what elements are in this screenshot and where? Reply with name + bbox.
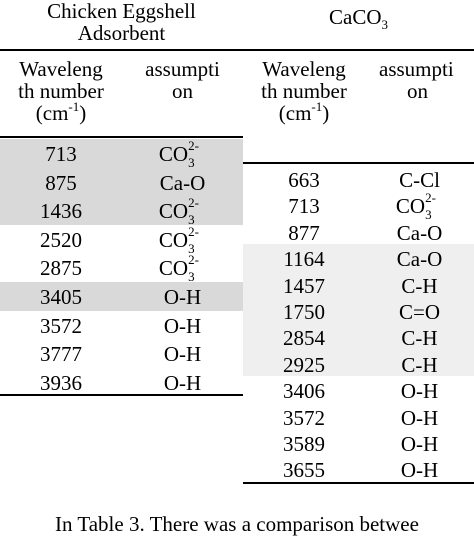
table-row: 1457 C-H [243,271,474,300]
right-header-rule [243,162,474,164]
right-bottom-rule [243,482,474,484]
wavenumber-cell: 2854 [283,326,325,351]
left-wave-header: Waveleng th number (cm-1) [0,58,122,124]
row-shade [243,349,474,377]
left-group-title-line1: Chicken Eggshell [47,0,196,23]
row-shade [243,244,474,271]
table-row: 713 CO 2- 3 [0,138,243,170]
assumption-cell: O-H [163,285,202,309]
wavenumber-cell: 1436 [40,199,82,224]
table-row: 3589 O-H [243,429,474,458]
right-wave-header: Waveleng th number (cm-1) [243,58,365,124]
assumption-cell: CO 2- 3 [395,190,436,223]
right-assump-header: assumpti on [365,58,474,102]
assumption-cell: C=O [398,300,440,324]
wavenumber-cell: 3405 [40,285,82,309]
wavenumber-cell: 3572 [40,313,82,338]
wavenumber-cell: 713 [288,194,320,219]
table-row: 3655 O-H [243,455,474,484]
right-group-title-sub: 3 [381,17,389,32]
assumption-cell: Ca-O [159,170,206,195]
assumption-cell: C-H [401,273,438,298]
wavenumber-cell: 3572 [283,405,325,430]
wavenumber-cell: 3655 [283,458,325,483]
caption-text: In Table 3. There was a comparison betwe… [55,512,419,536]
table-row: 2925 C-H [243,350,474,379]
assumption-cell: O-H [400,405,439,430]
wavenumber-cell: 2925 [283,352,325,377]
right-group-title-base: CaCO [329,5,382,29]
assumption-cell: CO 2- 3 [158,223,199,256]
assumption-cell: O-H [400,458,439,483]
left-header-rule [0,136,243,138]
row-shade [243,323,474,350]
row-shade [243,297,474,324]
table-row: 3406 O-H [243,376,474,405]
wavenumber-cell: 1457 [283,273,325,298]
right-wave-header-line3: (cm-1) [278,99,330,125]
row-shade [0,282,243,311]
left-wave-header-line2: th number [18,79,104,103]
assumption-cell: Ca-O [396,247,443,272]
wavenumber-cell: 2520 [40,227,82,252]
assumption-cell: CO 2- 3 [158,195,199,228]
table-row: 3572 O-H [0,311,243,340]
wavenumber-cell: 3936 [40,370,82,395]
wavenumber-cell: 3406 [283,379,325,404]
wavenumber-cell: 2875 [40,256,82,281]
right-group-title: CaCO3 [243,5,474,31]
wavenumber-cell: 1750 [283,300,325,324]
table-row: 3405 O-H [0,282,243,311]
right-assump-header-line2: on [407,79,428,103]
assumption-cell: O-H [400,432,439,456]
left-bottom-rule [0,394,243,396]
wavenumber-cell: 1164 [283,247,325,272]
wavenumber-cell: 663 [288,168,320,192]
table-row: 2875 CO 2- 3 [0,252,243,285]
wavenumber-cell: 875 [45,170,77,195]
assumption-cell: CO 2- 3 [158,138,199,170]
table-row: 3936 O-H [0,368,243,397]
left-assump-header: assumpti on [122,58,243,102]
right-wave-header-line2: th number [261,79,347,103]
assumption-cell: O-H [163,370,202,395]
right-wave-header-line1: Waveleng [262,57,346,81]
table-row: 875 Ca-O [0,168,243,197]
row-shade [0,196,243,225]
table-row: 1436 CO 2- 3 [0,195,243,228]
left-assump-header-line2: on [172,79,193,103]
assumption-cell: C-Cl [399,168,440,192]
wavenumber-cell: 877 [288,220,320,245]
wavenumber-cell: 713 [45,142,77,166]
row-shade [243,270,474,297]
left-assump-header-line1: assumpti [145,57,220,81]
right-assump-header-line1: assumpti [379,57,454,81]
assumption-cell: C-H [401,326,438,351]
left-group-title-line2: Adsorbent [77,21,166,45]
assumption-cell: O-H [400,379,439,404]
row-shade [0,139,243,168]
left-wave-header-line3: (cm-1) [35,99,87,125]
left-group-title: Chicken Eggshell Adsorbent [0,0,243,44]
assumption-cell: C-H [401,352,438,377]
table-row: 877 Ca-O [243,218,474,247]
row-shade [0,167,243,197]
table-row: 2854 C-H [243,323,474,352]
wavenumber-cell: 3589 [283,432,325,456]
table-row: 1164 Ca-O [243,244,474,273]
table-row: 713 CO 2- 3 [243,190,474,223]
assumption-cell: Ca-O [396,220,443,245]
table-row: 1750 C=O [243,297,474,326]
wavenumber-cell: 3777 [40,342,82,367]
table-row: 3572 O-H [243,403,474,432]
table-row: 3777 O-H [0,339,243,368]
table-row: 663 C-Cl [243,165,474,194]
table-row: 2520 CO 2- 3 [0,223,243,256]
assumption-cell: CO 2- 3 [158,252,199,285]
group-title-rule [0,49,474,51]
left-wave-header-line1: Waveleng [19,57,103,81]
assumption-cell: O-H [163,342,202,367]
assumption-cell: O-H [163,313,202,338]
